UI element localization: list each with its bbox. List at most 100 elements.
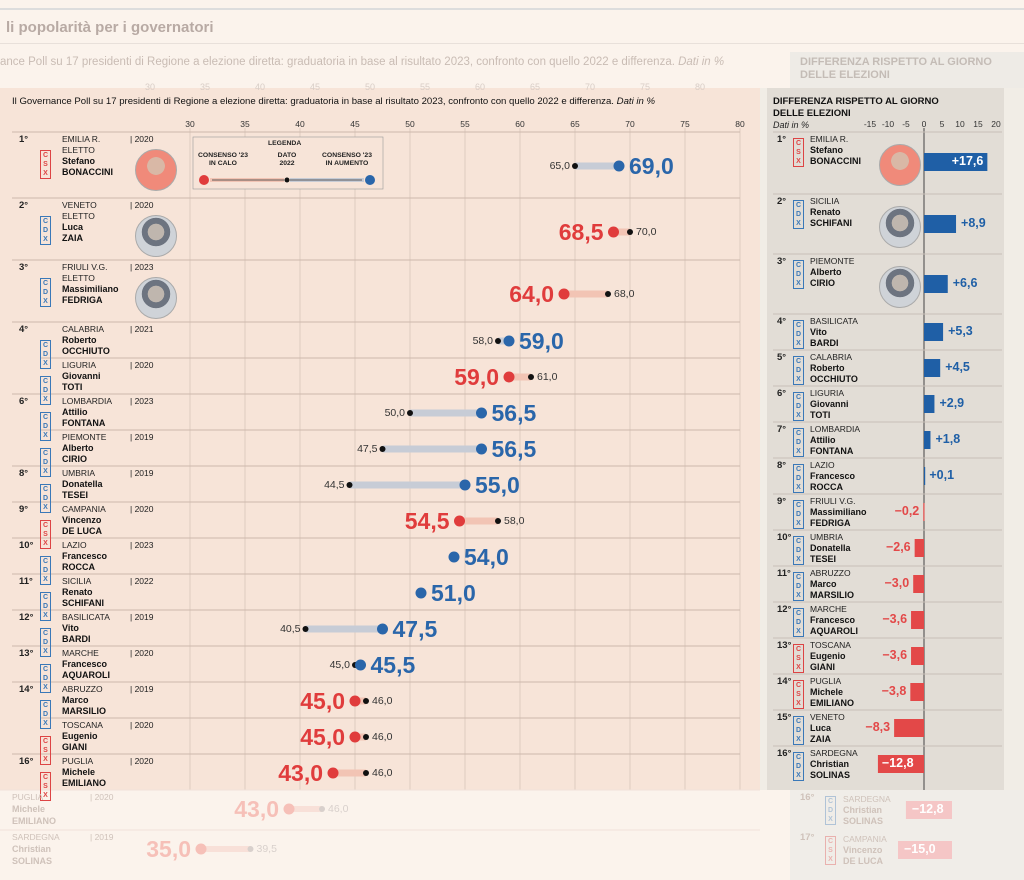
diff-row-region: FRIULI V.G. xyxy=(810,496,856,506)
row-last-name: SCHIFANI xyxy=(62,598,105,608)
diff-avatar xyxy=(879,266,921,308)
diff-chart-title-l1: DIFFERENZA RISPETTO AL GIORNO xyxy=(773,96,939,107)
dot-2023 xyxy=(476,407,487,419)
diff-bar xyxy=(924,275,948,293)
row-region: EMILIA R. xyxy=(62,134,101,144)
value-2023-label: 69,0 xyxy=(629,153,674,179)
diff-row-rank: 16° xyxy=(777,748,792,759)
diff-row-region: LOMBARDIA xyxy=(810,424,861,434)
diff-party-badge: C D X xyxy=(793,572,804,601)
legend-calo-l2: IN CALO xyxy=(209,160,237,167)
diff-bar xyxy=(924,215,957,233)
dot-2022 xyxy=(495,338,501,344)
row-first-name: Francesco xyxy=(62,551,108,561)
dot-2023 xyxy=(415,587,427,599)
diff-row-rank: 8° xyxy=(777,460,787,471)
ghost-row-first-name: Michele xyxy=(12,804,46,814)
diff-value-label: −2,6 xyxy=(885,540,911,554)
dot-2022 xyxy=(302,626,309,632)
dot-2023 xyxy=(349,695,361,707)
ghost-diff-party-badge: C S X xyxy=(825,836,836,865)
ghost-diff-last-name: DE LUCA xyxy=(843,856,883,866)
party-badge: C D X xyxy=(40,664,51,693)
diff-value-label: +5,3 xyxy=(948,324,973,338)
row-year: | 2019 xyxy=(130,432,154,442)
diff-value-label: −3,8 xyxy=(881,684,907,698)
diff-row-first-name: Alberto xyxy=(810,267,842,277)
ghost-right-title: DIFFERENZA RISPETTO AL GIORNO DELLE ELEZI… xyxy=(790,52,1024,88)
row-eletto: ELETTO xyxy=(62,145,95,155)
row-first-name: Giovanni xyxy=(62,371,101,381)
legend-title: LEGENDA xyxy=(268,140,302,147)
diff-avatar xyxy=(879,206,921,248)
diff-row-last-name: TOTI xyxy=(810,410,831,420)
row-region: PUGLIA xyxy=(62,756,94,766)
diff-x-tick-label: -15 xyxy=(863,119,877,129)
ghost-row-region: SARDEGNA xyxy=(12,832,60,842)
diff-row-region: TOSCANA xyxy=(810,640,851,650)
diff-value-label: −3,6 xyxy=(882,648,908,662)
diff-row-first-name: Attilio xyxy=(810,435,836,445)
diff-bar xyxy=(924,359,941,377)
ghost-diff-region: CAMPANIA xyxy=(843,834,887,844)
row-rank: 13° xyxy=(19,648,34,659)
value-2023-label: 68,5 xyxy=(558,219,604,245)
diff-party-badge: C S X xyxy=(793,680,804,709)
ghost-dot-2023 xyxy=(283,803,295,815)
row-year: | 2020 xyxy=(130,756,154,766)
diff-row-last-name: BONACCINI xyxy=(810,156,861,166)
dot-2023 xyxy=(558,288,570,300)
diff-row-last-name: SOLINAS xyxy=(810,770,851,780)
party-badge: C D X xyxy=(40,412,51,441)
row-region: CAMPANIA xyxy=(62,504,106,514)
diff-chart-subtitle: Dati in % xyxy=(773,120,810,130)
row-first-name: Marco xyxy=(62,695,89,705)
x-tick-label: 80 xyxy=(735,119,745,129)
diff-chart-background xyxy=(767,88,1004,790)
ghost-diff-bar xyxy=(905,801,952,819)
row-year: | 2019 xyxy=(130,684,154,694)
party-badge: C D X xyxy=(40,484,51,513)
dot-2023 xyxy=(448,551,460,563)
row-year: | 2021 xyxy=(130,324,154,334)
diff-bar xyxy=(914,539,924,557)
diff-row-rank: 5° xyxy=(777,352,787,363)
diff-row-rank: 3° xyxy=(777,256,787,267)
diff-value-label: +4,5 xyxy=(945,360,970,374)
legend-calo-l1: CONSENSO '23 xyxy=(198,152,248,159)
value-2023-label: 59,0 xyxy=(519,328,564,354)
row-first-name: Luca xyxy=(62,222,84,232)
row-rank: 9° xyxy=(19,504,29,515)
diff-row-rank: 6° xyxy=(777,388,787,399)
diff-row-last-name: SCHIFANI xyxy=(810,218,853,228)
row-year: | 2023 xyxy=(130,262,154,272)
row-last-name: TESEI xyxy=(62,490,89,500)
avatar xyxy=(135,215,177,257)
ghost-value-2022: 46,0 xyxy=(328,803,349,815)
row-region: FRIULI V.G. xyxy=(62,262,108,272)
dot-2022 xyxy=(627,229,633,235)
ghost-row-year: | 2019 xyxy=(90,832,114,842)
ghost-diff-bar xyxy=(898,841,952,859)
diff-bar xyxy=(924,467,926,485)
ghost-row-region: PUGLIA xyxy=(12,792,44,802)
diff-x-tick-label: 0 xyxy=(921,119,927,129)
diff-row-rank: 13° xyxy=(777,640,792,651)
diff-x-tick-label: 20 xyxy=(991,119,1001,129)
value-2023-label: 59,0 xyxy=(454,364,499,390)
row-rank: 3° xyxy=(19,262,29,273)
value-2023-label: 64,0 xyxy=(509,281,554,307)
party-badge: C D X xyxy=(40,448,51,477)
diff-row-first-name: Luca xyxy=(810,723,832,733)
row-year: | 2020 xyxy=(130,360,154,370)
diff-value-label: +1,8 xyxy=(935,432,961,446)
diff-x-tick-label: 10 xyxy=(955,119,965,129)
row-region: TOSCANA xyxy=(62,720,103,730)
party-badge: C S X xyxy=(40,736,51,765)
ghost-value-2022: 39,5 xyxy=(256,843,277,855)
value-2022-label: 46,0 xyxy=(372,731,393,743)
ghost-row-last-name: SOLINAS xyxy=(12,856,53,866)
party-badge: C D X xyxy=(40,278,51,307)
ghost-diff-last-name: SOLINAS xyxy=(843,816,884,826)
ghost-axis-tick: 65 xyxy=(529,82,541,92)
